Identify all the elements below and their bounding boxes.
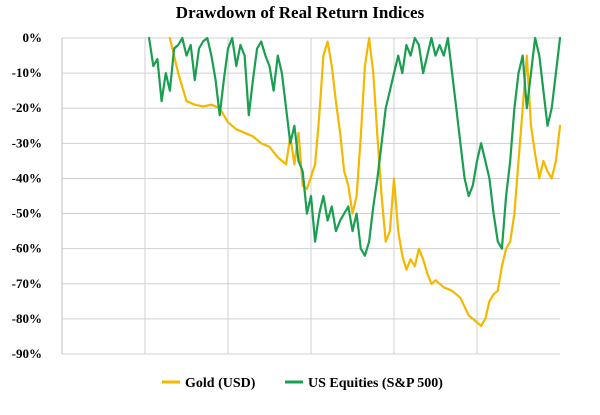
y-tick-label: -40%: [12, 170, 42, 185]
series-line-0: [168, 36, 562, 327]
axis-layer: 0% -10% -20% -30% -40% -50% -60% -70% -80% -90%: [12, 30, 63, 361]
y-tick-label: -20%: [12, 100, 42, 115]
y-tick-label: -50%: [12, 206, 42, 221]
legend-label: Gold (USD): [185, 376, 256, 391]
y-tick-label: -70%: [12, 276, 42, 291]
y-tick-label: -80%: [12, 311, 42, 326]
y-tick-label: -90%: [12, 346, 42, 361]
y-tick-label: -10%: [12, 65, 42, 80]
series-layer: [148, 36, 562, 327]
y-tick-label: -60%: [12, 241, 42, 256]
legend: Gold (USD) US Equities (S&P 500): [162, 376, 443, 391]
y-tick-label: 0%: [23, 30, 43, 45]
legend-label: US Equities (S&P 500): [308, 376, 443, 391]
chart-title: Drawdown of Real Return Indices: [176, 3, 425, 22]
y-tick-label: -30%: [12, 135, 42, 150]
series-line-1: [148, 36, 562, 257]
